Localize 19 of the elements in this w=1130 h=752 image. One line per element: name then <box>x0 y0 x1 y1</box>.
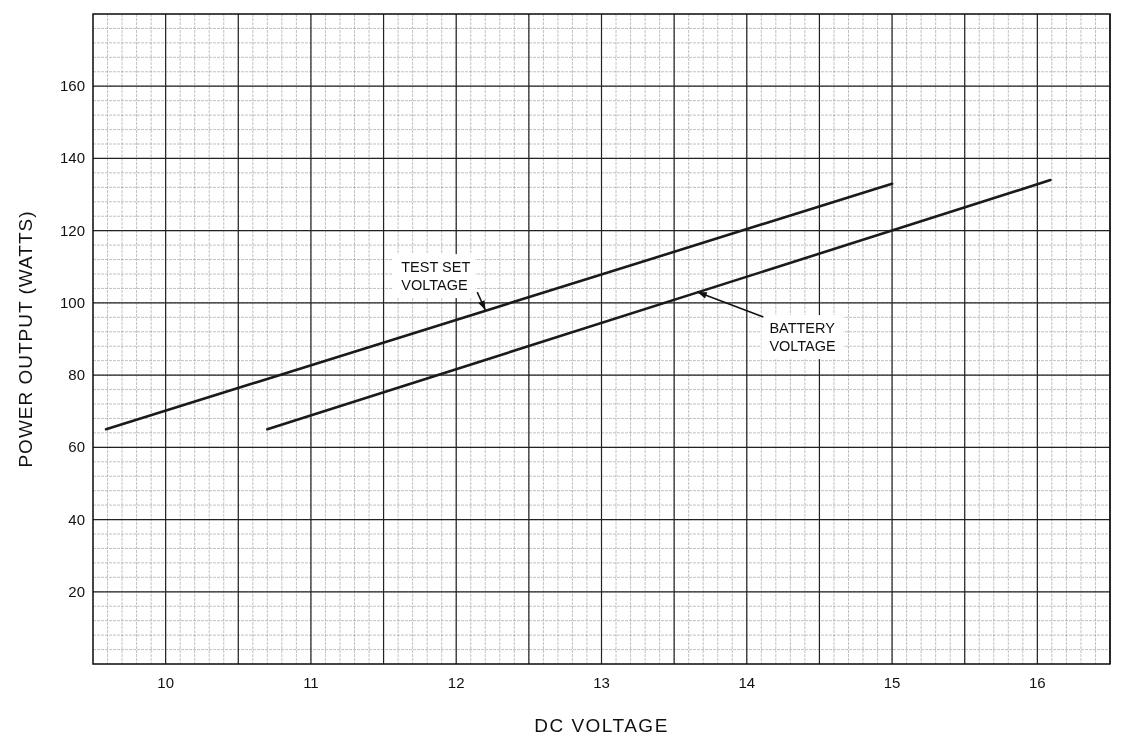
annotation: TEST SET VOLTAGE <box>401 259 471 294</box>
x-tick-label: 11 <box>303 674 319 691</box>
y-axis-title: POWER OUTPUT (WATTS) <box>15 210 36 468</box>
x-tick-label: 12 <box>447 674 465 691</box>
x-tick-label: 14 <box>738 674 756 691</box>
y-tick-label: 60 <box>68 438 85 456</box>
x-tick-label: 15 <box>883 674 901 691</box>
annotation: BATTERY VOLTAGE <box>769 320 837 355</box>
y-tick-label: 140 <box>59 149 85 167</box>
x-tick-label: 13 <box>593 674 610 691</box>
y-tick-label: 40 <box>68 510 85 528</box>
x-axis-title: DC VOLTAGE <box>534 715 669 736</box>
x-tick-label: 10 <box>157 674 174 691</box>
y-tick-label: 100 <box>59 293 85 311</box>
y-tick-label: 160 <box>59 77 85 95</box>
y-tick-label: 20 <box>68 582 85 600</box>
y-tick-label: 120 <box>59 221 85 239</box>
y-tick-label: 80 <box>68 366 85 384</box>
x-tick-label: 16 <box>1029 674 1046 691</box>
